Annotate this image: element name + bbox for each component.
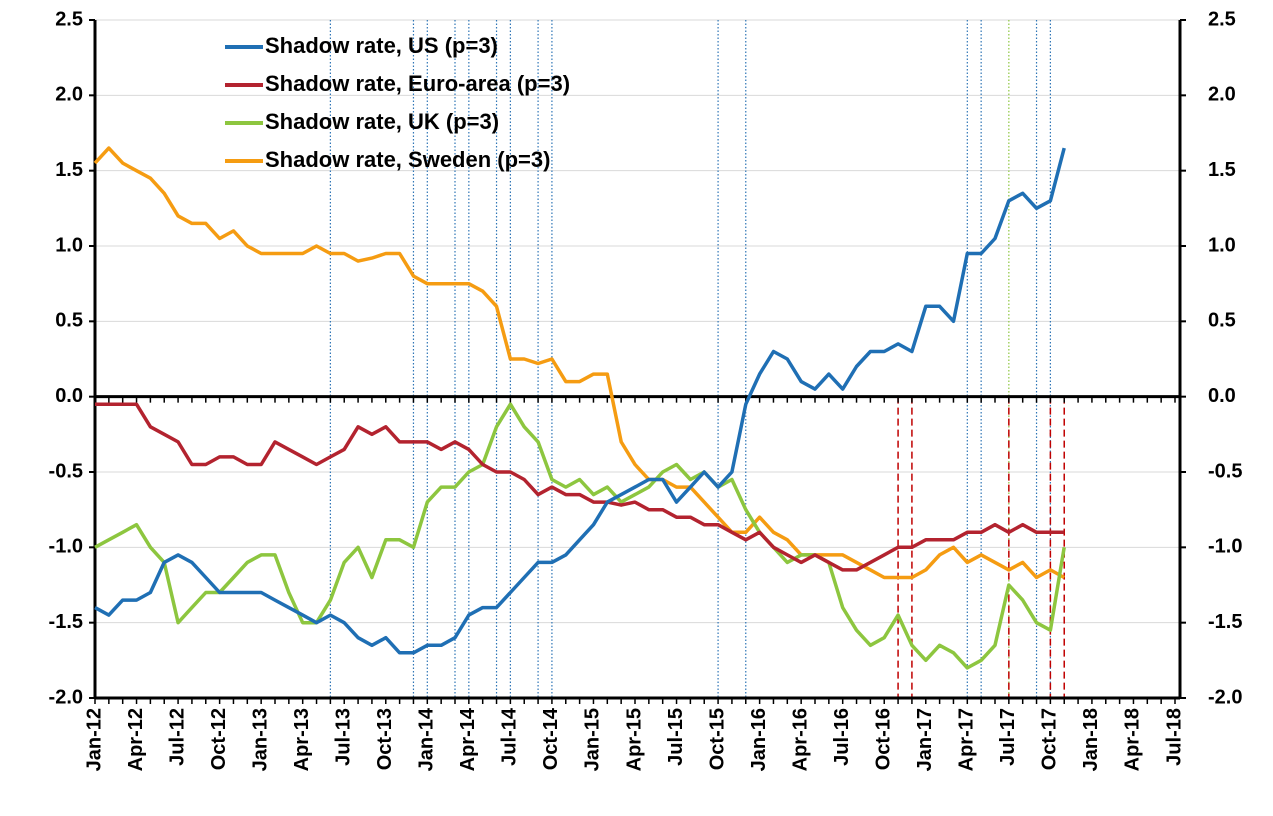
y-tick-label: 2.0 — [55, 84, 83, 106]
x-tick-label: Oct-17 — [1039, 708, 1061, 770]
x-tick-label: Jul-17 — [997, 708, 1019, 766]
x-tick-label: Jan-13 — [249, 708, 271, 771]
x-tick-label: Jan-15 — [582, 708, 604, 771]
legend-label: Shadow rate, Euro-area (p=3) — [265, 71, 570, 96]
y2-tick-label: -0.5 — [1208, 460, 1242, 482]
x-tick-label: Oct-16 — [873, 708, 895, 770]
x-tick-label: Apr-15 — [623, 708, 645, 771]
y-tick-label: 1.5 — [55, 159, 83, 181]
y2-tick-label: 1.5 — [1208, 159, 1236, 181]
x-tick-label: Oct-15 — [706, 708, 728, 770]
y2-tick-label: 2.0 — [1208, 84, 1236, 106]
legend-label: Shadow rate, UK (p=3) — [265, 109, 499, 134]
x-tick-label: Jul-15 — [665, 708, 687, 766]
series-line — [94, 147, 1066, 655]
x-tick-label: Apr-14 — [457, 707, 479, 771]
x-tick-label: Jul-16 — [831, 708, 853, 766]
y-tick-label: 0.5 — [55, 310, 83, 332]
x-tick-label: Jul-13 — [333, 708, 355, 766]
x-tick-label: Jan-12 — [83, 708, 105, 771]
x-tick-label: Jan-18 — [1080, 708, 1102, 771]
y2-tick-label: -1.0 — [1208, 536, 1242, 558]
y2-tick-label: 1.0 — [1208, 234, 1236, 256]
x-tick-label: Apr-17 — [956, 708, 978, 771]
x-tick-label: Apr-12 — [125, 708, 147, 771]
y-tick-label: 0.0 — [55, 385, 83, 407]
legend-label: Shadow rate, US (p=3) — [265, 33, 498, 58]
x-tick-label: Apr-18 — [1122, 708, 1144, 771]
x-tick-label: Oct-14 — [540, 707, 562, 770]
x-tick-label: Apr-16 — [789, 708, 811, 771]
y-tick-label: -2.0 — [49, 686, 83, 708]
x-tick-label: Apr-13 — [291, 708, 313, 771]
series-line — [93, 146, 1066, 580]
x-tick-label: Jan-17 — [914, 708, 936, 771]
series-line — [95, 402, 1065, 572]
x-tick-label: Oct-12 — [208, 708, 230, 770]
y2-tick-label: -1.5 — [1208, 611, 1242, 633]
series-line — [94, 402, 1066, 670]
y-tick-label: -1.5 — [49, 611, 83, 633]
x-tick-label: Jul-18 — [1163, 708, 1185, 766]
y2-tick-label: -2.0 — [1208, 686, 1242, 708]
y-tick-label: -0.5 — [49, 460, 83, 482]
y-tick-label: 2.5 — [55, 8, 83, 30]
x-tick-label: Jan-14 — [416, 707, 438, 771]
x-tick-label: Jul-12 — [166, 708, 188, 766]
x-tick-label: Oct-13 — [374, 708, 396, 770]
y2-tick-label: 0.0 — [1208, 385, 1236, 407]
y-tick-label: -1.0 — [49, 536, 83, 558]
y2-tick-label: 2.5 — [1208, 8, 1236, 30]
x-tick-label: Jul-14 — [499, 707, 521, 766]
y-tick-label: 1.0 — [55, 234, 83, 256]
y2-tick-label: 0.5 — [1208, 310, 1236, 332]
x-tick-label: Jan-16 — [748, 708, 770, 771]
legend-label: Shadow rate, Sweden (p=3) — [265, 147, 550, 172]
